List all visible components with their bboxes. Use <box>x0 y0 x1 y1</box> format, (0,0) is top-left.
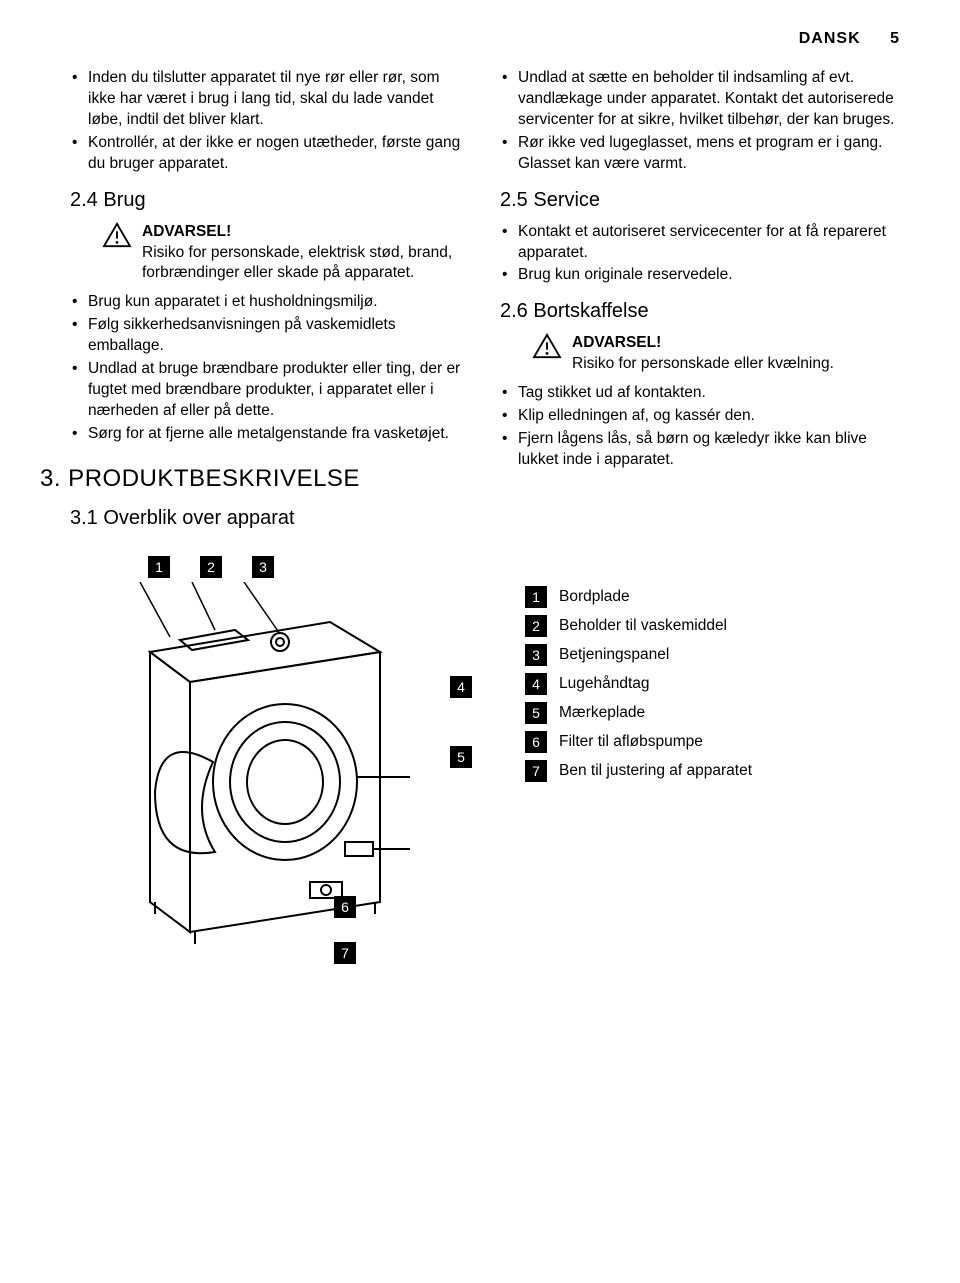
callout-1: 1 <box>148 556 170 578</box>
callout-7: 7 <box>334 942 356 964</box>
section-2-6-bullets: Tag stikket ud af kontakten. Klip elledn… <box>500 383 900 471</box>
bullet-item: Klip elledningen af, og kassér den. <box>500 406 900 427</box>
bullet-item: Sørg for at fjerne alle metalgenstande f… <box>70 424 470 445</box>
section-2-4-bullets: Brug kun apparatet i et husholdningsmilj… <box>70 292 470 444</box>
legend-label: Beholder til vaskemiddel <box>559 617 727 635</box>
section-3-1-title: 3.1 Overblik over apparat <box>70 505 470 532</box>
legend-label: Filter til afløbspumpe <box>559 733 703 751</box>
legend-item: 5 Mærkeplade <box>525 702 900 724</box>
page-number: 5 <box>890 30 900 48</box>
bottom-callouts: 6 7 <box>334 896 356 964</box>
legend-num: 7 <box>525 760 547 782</box>
callout-3: 3 <box>252 556 274 578</box>
page-header: DANSK 5 <box>70 30 900 48</box>
bullet-item: Fjern lågens lås, så børn og kæledyr ikk… <box>500 429 900 471</box>
legend-item: 3 Betjeningspanel <box>525 644 900 666</box>
legend-label: Bordplade <box>559 588 630 606</box>
warning-text: ADVARSEL! Risiko for personskade eller k… <box>572 333 900 375</box>
bullet-item: Kontakt et autoriseret servicecenter for… <box>500 222 900 264</box>
warning-triangle-icon <box>102 222 132 248</box>
section-2-4-title: 2.4 Brug <box>70 187 470 214</box>
pre-section-bullets: Inden du tilslutter apparatet til nye rø… <box>70 68 470 175</box>
section-2-5-bullets: Kontakt et autoriseret servicecenter for… <box>500 222 900 287</box>
legend-num: 1 <box>525 586 547 608</box>
legend-item: 1 Bordplade <box>525 586 900 608</box>
callout-2: 2 <box>200 556 222 578</box>
legend-num: 6 <box>525 731 547 753</box>
bullet-item: Kontrollér, at der ikke er nogen utæthed… <box>70 133 470 175</box>
warning-block: ADVARSEL! Risiko for personskade eller k… <box>532 333 900 375</box>
legend-num: 3 <box>525 644 547 666</box>
warning-body: Risiko for personskade, elektrisk stød, … <box>142 243 470 285</box>
diagram-row: 1 2 3 <box>70 556 900 1016</box>
legend-num: 2 <box>525 615 547 637</box>
callout-5: 5 <box>450 746 472 768</box>
legend-num: 5 <box>525 702 547 724</box>
section-3-title: 3. PRODUKTBESKRIVELSE <box>40 463 470 495</box>
bullet-item: Brug kun originale reservedele. <box>500 265 900 286</box>
bullet-item: Brug kun apparatet i et husholdningsmilj… <box>70 292 470 313</box>
legend-label: Betjeningspanel <box>559 646 669 664</box>
bullet-item: Tag stikket ud af kontakten. <box>500 383 900 404</box>
bullet-item: Undlad at sætte en beholder til indsamli… <box>500 68 900 131</box>
warning-body: Risiko for personskade eller kvælning. <box>572 354 900 375</box>
diagram-figure: 1 2 3 <box>70 556 495 1016</box>
washing-machine-diagram: 1 2 3 <box>120 556 495 1016</box>
legend-item: 7 Ben til justering af apparatet <box>525 760 900 782</box>
legend-list: 1 Bordplade 2 Beholder til vaskemiddel 3 Be… <box>525 586 900 782</box>
two-column-layout: Inden du tilslutter apparatet til nye rø… <box>70 68 900 546</box>
warning-triangle-icon <box>532 333 562 359</box>
warning-title: ADVARSEL! <box>572 333 900 354</box>
legend-label: Lugehåndtag <box>559 675 650 693</box>
legend-column: 1 Bordplade 2 Beholder til vaskemiddel 3 Be… <box>525 556 900 1016</box>
warning-title: ADVARSEL! <box>142 222 470 243</box>
bullet-item: Rør ikke ved lugeglasset, mens et progra… <box>500 133 900 175</box>
legend-label: Ben til justering af apparatet <box>559 762 752 780</box>
bullet-item: Undlad at bruge brændbare produkter elle… <box>70 359 470 422</box>
left-column: Inden du tilslutter apparatet til nye rø… <box>70 68 470 546</box>
section-2-5-title: 2.5 Service <box>500 187 900 214</box>
callout-6: 6 <box>334 896 356 918</box>
bullet-item: Følg sikkerhedsanvisningen på vaskemidle… <box>70 315 470 357</box>
warning-text: ADVARSEL! Risiko for personskade, elektr… <box>142 222 470 285</box>
warning-block: ADVARSEL! Risiko for personskade, elektr… <box>102 222 470 285</box>
top-callouts: 1 2 3 <box>120 556 495 578</box>
legend-item: 4 Lugehåndtag <box>525 673 900 695</box>
legend-item: 2 Beholder til vaskemiddel <box>525 615 900 637</box>
section-2-6-title: 2.6 Bortskaffelse <box>500 298 900 325</box>
legend-num: 4 <box>525 673 547 695</box>
washing-machine-svg <box>120 582 430 1002</box>
bullet-item: Inden du tilslutter apparatet til nye rø… <box>70 68 470 131</box>
legend-item: 6 Filter til afløbspumpe <box>525 731 900 753</box>
legend-label: Mærkeplade <box>559 704 645 722</box>
callout-4: 4 <box>450 676 472 698</box>
right-top-bullets: Undlad at sætte en beholder til indsamli… <box>500 68 900 175</box>
side-callouts: 4 5 <box>450 676 472 768</box>
right-column: Undlad at sætte en beholder til indsamli… <box>500 68 900 546</box>
header-lang: DANSK <box>799 30 861 47</box>
